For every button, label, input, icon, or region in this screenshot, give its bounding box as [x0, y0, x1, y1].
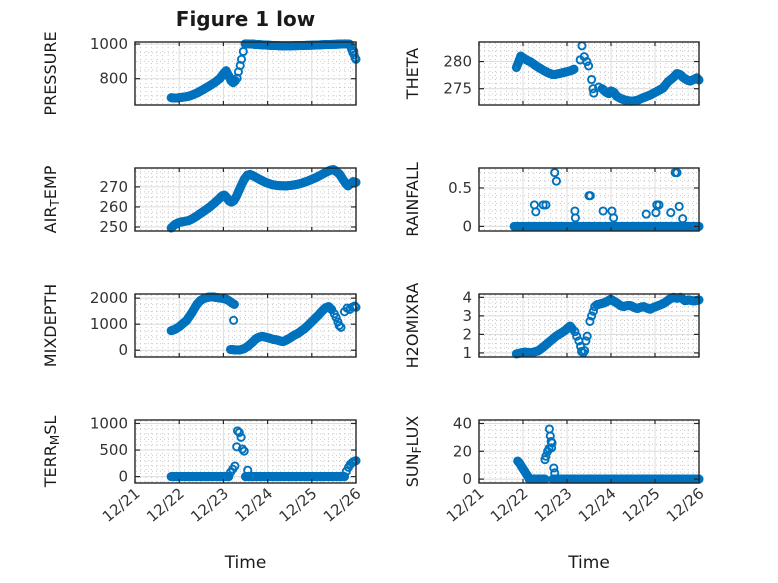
tick-marks [478, 294, 700, 357]
tick-marks [478, 168, 700, 231]
figure-title: Figure 1 low [175, 7, 316, 31]
axes-frame [478, 41, 700, 106]
y-tick-label: 1 [462, 344, 472, 362]
y-tick-label: 270 [99, 178, 128, 196]
y-tick-label: 0.5 [448, 179, 472, 197]
y-tick-label: 0 [462, 470, 472, 488]
y-tick-label: 3 [462, 307, 472, 325]
axes-frame [134, 41, 357, 106]
subplot-sun-flux: 0 20 40 SUNFLUX [403, 414, 704, 488]
y-axis-label: THETA [403, 48, 422, 100]
y-tick-label: 2000 [90, 289, 128, 307]
axes-frame [134, 293, 357, 358]
y-tick-label: 500 [99, 441, 128, 459]
axes-frame [134, 167, 357, 232]
tick-marks [134, 294, 357, 357]
y-axis-label: H2OMIXRA [403, 283, 422, 369]
y-axis-label: TERRMSL [41, 416, 62, 489]
minor-grid [136, 421, 355, 483]
y-tick-label: 280 [443, 53, 472, 71]
data-markers-air-temp [166, 165, 361, 233]
y-tick-label: 0 [118, 341, 128, 359]
y-tick-label: 0 [118, 468, 128, 486]
data-markers-h2omixra [511, 292, 704, 359]
y-tick-label: 0 [462, 217, 472, 235]
minor-grid [480, 169, 698, 230]
y-tick-label: 40 [453, 414, 472, 432]
data-markers-terr-msl [166, 426, 361, 482]
tick-marks [478, 420, 700, 483]
axes-frame [134, 419, 357, 484]
x-axis-label: Time [224, 553, 267, 573]
subplot-air-temp: 250 260 270 AIRTEMP [41, 165, 361, 236]
y-axis-label: SUNFLUX [403, 416, 424, 488]
axes-frame [478, 293, 700, 358]
subplot-terr-msl: 0 500 1000 TERRMSL [41, 414, 361, 489]
y-axis-label: PRESSURE [41, 31, 60, 115]
y-tick-label: 4 [462, 288, 472, 306]
tick-marks [478, 42, 700, 105]
y-tick-label: 1000 [90, 315, 128, 333]
y-tick-label: 1000 [90, 414, 128, 432]
y-tick-label: 260 [99, 198, 128, 216]
y-axis-label: AIRTEMP [41, 165, 62, 233]
y-tick-label: 250 [99, 218, 128, 236]
y-tick-label: 275 [443, 80, 472, 98]
axes-frame [478, 167, 700, 232]
subplot-pressure: 800 1000 PRESSURE [41, 31, 361, 116]
data-markers-theta [511, 41, 704, 106]
x-axis-label: Time [567, 553, 610, 573]
tick-marks [134, 420, 357, 483]
subplot-theta: 275 280 THETA [403, 41, 704, 106]
y-axis-label: RAINFALL [403, 162, 422, 237]
tick-marks [134, 168, 357, 231]
y-tick-label: 800 [99, 70, 128, 88]
y-tick-label: 2 [462, 325, 472, 343]
tick-marks [134, 42, 357, 105]
y-tick-label: 20 [453, 442, 472, 460]
y-axis-label: MIXDEPTH [41, 284, 60, 367]
data-markers-pressure [166, 39, 361, 103]
y-tick-label: 1000 [90, 35, 128, 53]
subplot-rainfall: 0 0.5 RAINFALL [403, 162, 704, 237]
data-markers-mixdepth [166, 292, 361, 355]
subplot-mixdepth: 0 1000 2000 MIXDEPTH [41, 284, 361, 367]
